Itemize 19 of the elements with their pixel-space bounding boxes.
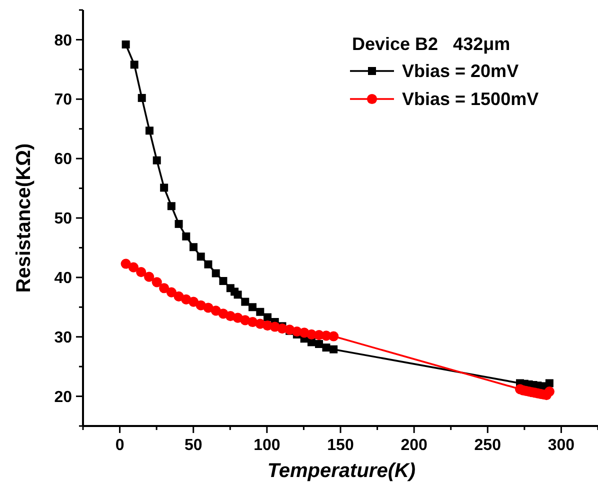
x-tick-label: 50 — [184, 437, 202, 454]
x-axis-title: Temperature(K) — [267, 460, 416, 482]
legend-title: Device B2 432μm — [352, 34, 510, 54]
y-tick-label: 70 — [54, 92, 72, 109]
x-tick-label: 300 — [548, 437, 575, 454]
y-axis-title: Resistance(KΩ) — [13, 143, 35, 293]
y-tick-label: 30 — [54, 329, 72, 346]
legend-label: Vbias = 1500mV — [402, 89, 539, 109]
y-tick-label: 50 — [54, 210, 72, 228]
x-tick-label: 0 — [115, 437, 124, 454]
x-tick-label: 250 — [474, 437, 502, 454]
y-tick-label: 60 — [54, 151, 72, 168]
y-tick-label: 80 — [54, 32, 72, 50]
x-tick-label: 150 — [327, 437, 354, 454]
x-tick-label: 100 — [254, 437, 280, 454]
y-tick-label: 20 — [54, 388, 72, 406]
y-tick-label: 40 — [54, 270, 72, 288]
x-tick-label: 200 — [400, 437, 428, 454]
legend-label: Vbias = 20mV — [402, 61, 519, 81]
